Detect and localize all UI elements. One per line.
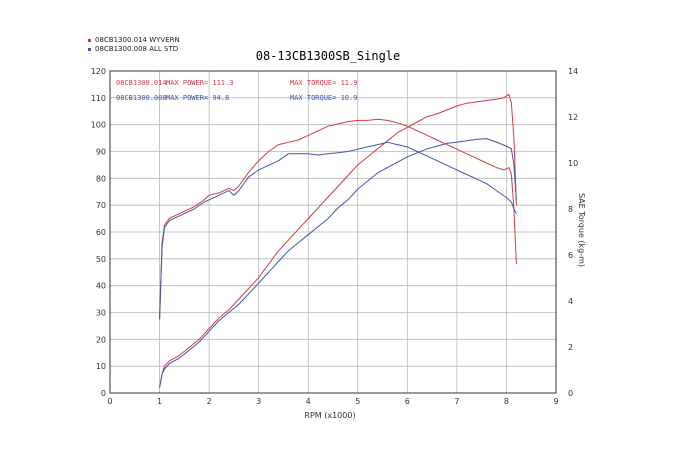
y-left-tick-label: 50 bbox=[96, 255, 106, 264]
x-axis-label: RPM (x1000) bbox=[304, 411, 355, 420]
tick-labels: 0 1 2 3 4 5 6 7 8 9010203040506070809010011012002… bbox=[91, 67, 578, 406]
series-line-3 bbox=[159, 141, 517, 320]
y-right-tick-label: 8 bbox=[568, 205, 573, 214]
x-tick-label: 7 bbox=[454, 397, 459, 406]
plot-frame bbox=[109, 70, 557, 394]
y-axis-right-label: SAE Torque (kg-m) bbox=[577, 193, 586, 267]
y-left-tick-label: 100 bbox=[91, 121, 106, 130]
annotation-run-wyvern: 08CB1300.014 bbox=[116, 79, 167, 87]
y-left-tick-label: 110 bbox=[91, 94, 106, 103]
legend-item-all-std: 08CB1300.008 ALL STD bbox=[88, 45, 180, 54]
grid bbox=[109, 70, 557, 394]
y-left-tick-label: 80 bbox=[96, 174, 106, 183]
y-left-tick-label: 90 bbox=[96, 148, 106, 157]
y-left-tick-label: 20 bbox=[96, 335, 106, 344]
legend-item-wyvern: 08CB1300.014 WYVERN bbox=[88, 36, 180, 45]
y-right-tick-label: 2 bbox=[568, 343, 573, 352]
legend-label-wyvern: 08CB1300.014 WYVERN bbox=[95, 36, 180, 44]
legend-swatch-wyvern bbox=[88, 39, 91, 42]
annotation-max-torque-wyvern: MAX TORQUE= 11.9 bbox=[290, 79, 357, 87]
x-tick-label: 0 bbox=[107, 397, 112, 406]
y-right-tick-label: 14 bbox=[568, 67, 578, 76]
y-right-tick-label: 0 bbox=[568, 389, 573, 398]
y-left-tick-label: 70 bbox=[96, 201, 106, 210]
series-line-0 bbox=[159, 93, 517, 388]
legend-label-all-std: 08CB1300.008 ALL STD bbox=[95, 45, 179, 53]
annotations: 08CB1300.014 MAX POWER= 111.3 MAX TORQUE… bbox=[116, 79, 357, 102]
y-left-tick-label: 60 bbox=[96, 228, 106, 237]
y-right-tick-label: 6 bbox=[568, 251, 573, 260]
y-right-tick-label: 10 bbox=[568, 159, 578, 168]
y-left-tick-label: 10 bbox=[96, 362, 106, 371]
y-right-tick-label: 12 bbox=[568, 113, 578, 122]
y-left-tick-label: 0 bbox=[101, 389, 106, 398]
x-tick-label: 4 bbox=[306, 397, 311, 406]
y-right-tick-label: 4 bbox=[568, 297, 573, 306]
x-tick-label: 6 bbox=[405, 397, 410, 406]
x-tick-label: 8 bbox=[504, 397, 509, 406]
series-line-2 bbox=[159, 118, 517, 320]
legend-swatch-all-std bbox=[88, 48, 91, 51]
annotation-run-all-std: 08CB1300.008 bbox=[116, 94, 167, 102]
x-tick-label: 9 bbox=[553, 397, 558, 406]
y-left-tick-label: 30 bbox=[96, 309, 106, 318]
y-left-tick-label: 120 bbox=[91, 67, 106, 76]
x-tick-label: 1 bbox=[157, 397, 162, 406]
x-tick-label: 5 bbox=[355, 397, 360, 406]
annotation-max-torque-all-std: MAX TORQUE= 10.9 bbox=[290, 94, 357, 102]
y-left-tick-label: 40 bbox=[96, 282, 106, 291]
series-line-1 bbox=[159, 138, 517, 388]
x-tick-label: 3 bbox=[256, 397, 261, 406]
x-tick-label: 2 bbox=[207, 397, 212, 406]
chart-title: 08-13CB1300SB_Single bbox=[256, 49, 401, 63]
annotation-max-power-all-std: MAX POWER= 94.8 bbox=[166, 94, 229, 102]
legend: 08CB1300.014 WYVERN 08CB1300.008 ALL STD bbox=[88, 36, 180, 54]
annotation-max-power-wyvern: MAX POWER= 111.3 bbox=[166, 79, 233, 87]
series-lines bbox=[159, 93, 517, 388]
